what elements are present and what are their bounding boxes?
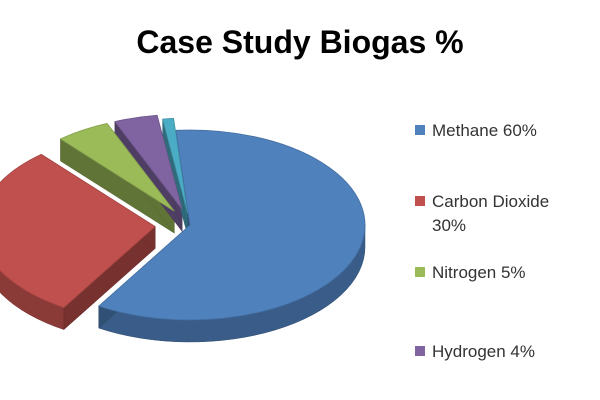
chart-legend: Methane 60% Carbon Dioxide 30% Nitrogen …	[415, 0, 595, 400]
pie-slice-hydrogen	[114, 114, 183, 210]
legend-swatch-carbon-dioxide	[415, 196, 425, 206]
legend-item-nitrogen: Nitrogen 5%	[415, 261, 526, 285]
legend-item-carbon-dioxide: Carbon Dioxide 30%	[415, 190, 549, 238]
legend-item-methane: Methane 60%	[415, 119, 537, 143]
chart-title: Case Study Biogas %	[136, 24, 464, 60]
legend-item-hydrogen: Hydrogen 4%	[415, 340, 535, 364]
pie-slice-nitrogen	[59, 122, 175, 212]
pie-slice-carbon-dioxide	[0, 153, 156, 309]
legend-swatch-methane	[415, 125, 425, 135]
legend-label-hydrogen: Hydrogen 4%	[432, 342, 536, 361]
legend-label-methane: Methane 60%	[432, 121, 537, 140]
pie-slice-other	[162, 118, 188, 214]
legend-label-nitrogen: Nitrogen 5%	[432, 263, 526, 282]
legend-swatch-hydrogen	[415, 346, 425, 356]
pie-slice-methane	[97, 129, 366, 321]
legend-swatch-nitrogen	[415, 267, 425, 277]
legend-label-carbon-dioxide: Carbon Dioxide 30%	[432, 192, 550, 235]
